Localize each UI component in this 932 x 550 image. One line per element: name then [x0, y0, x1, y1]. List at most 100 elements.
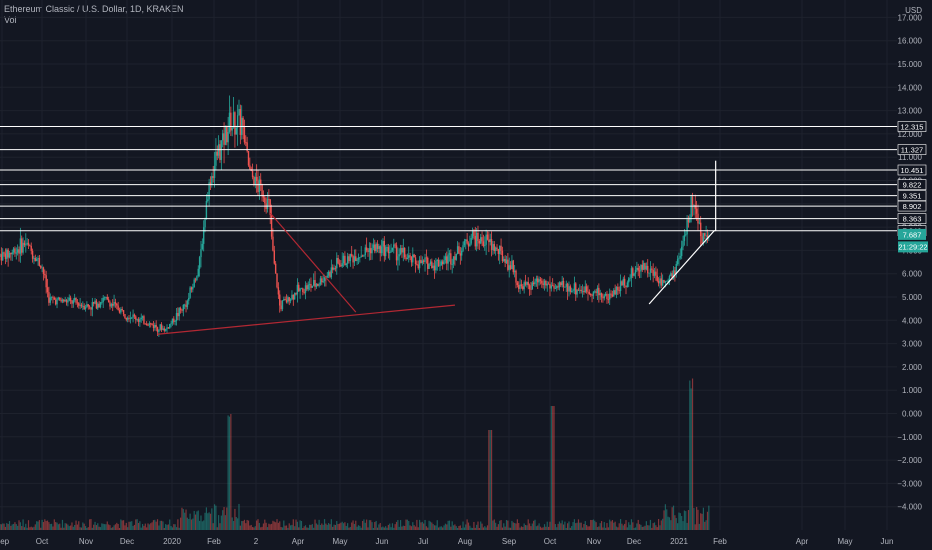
volume-bar: [190, 519, 193, 530]
volume-bar: [490, 430, 493, 530]
volume-bar: [573, 519, 576, 530]
candle-body: [11, 252, 13, 255]
candle-body: [534, 281, 536, 285]
volume-bar: [600, 521, 603, 530]
candle-body: [45, 275, 47, 288]
volume-bar: [264, 519, 266, 530]
volume-bar: [366, 519, 368, 530]
candle-body: [615, 286, 618, 295]
volume-bar: [484, 526, 486, 530]
volume-bar: [455, 526, 457, 530]
candle-body: [299, 288, 301, 292]
volume-bar: [98, 526, 100, 530]
candle-body: [530, 289, 532, 290]
candle-body: [549, 283, 551, 289]
candle-body: [56, 298, 58, 305]
volume-bar: [636, 523, 638, 530]
volume-bar: [109, 525, 111, 530]
volume-bar: [450, 526, 452, 530]
volume-bar: [361, 521, 364, 530]
candle-body: [287, 297, 289, 303]
candle-body: [83, 305, 85, 310]
volume-bar: [656, 527, 658, 530]
candle-body: [101, 302, 103, 303]
volume-bar: [265, 522, 267, 530]
volume-bar: [144, 523, 146, 530]
candle-body: [497, 249, 500, 255]
candle-body: [451, 264, 453, 266]
candle-body: [690, 196, 692, 218]
volume-bar: [114, 524, 117, 530]
trendline-red[interactable]: [269, 212, 357, 313]
candle-body: [223, 133, 225, 145]
volume-bar: [385, 526, 387, 530]
price-tick-label: 3.000: [902, 340, 923, 349]
candle-body: [370, 248, 372, 254]
volume-bar: [294, 526, 296, 530]
volume-bar: [41, 519, 43, 530]
volume-bar: [122, 520, 125, 530]
candle-body: [436, 259, 438, 262]
level-label: 9.822: [903, 181, 922, 190]
candle-body: [418, 259, 421, 269]
candle-body: [422, 260, 425, 262]
volume-bar: [68, 526, 70, 530]
candle-body: [705, 235, 707, 237]
candle-body: [446, 256, 448, 264]
candle-body: [3, 252, 5, 254]
volume-bar: [698, 523, 700, 530]
volume-bar: [348, 527, 350, 530]
volume-bar: [230, 413, 232, 530]
volume-bar: [341, 521, 343, 530]
candle-body: [12, 248, 15, 253]
volume-bar: [59, 523, 61, 530]
candle-body: [645, 265, 648, 270]
candle-body: [560, 282, 562, 286]
trendline-white[interactable]: [648, 230, 715, 305]
volume-bar: [549, 521, 551, 530]
volume-bar: [655, 525, 657, 530]
candle-body: [156, 327, 159, 332]
candle-body: [505, 259, 508, 263]
volume-bar: [156, 519, 159, 530]
candle-body: [23, 242, 26, 246]
volume-bar: [42, 522, 45, 530]
candle-body: [640, 264, 642, 272]
volume-bar: [177, 519, 179, 530]
candle-body: [367, 250, 369, 252]
volume-bar: [533, 520, 535, 530]
volume-bar: [97, 523, 99, 530]
volume-bar: [40, 527, 42, 530]
candle-body: [194, 279, 197, 281]
volume-bar: [112, 527, 114, 530]
candle-body: [420, 259, 422, 264]
volume-bar: [276, 519, 278, 530]
candle-body: [435, 261, 437, 271]
volume-bar: [46, 520, 49, 530]
volume-bar: [25, 523, 27, 530]
candle-body: [291, 294, 293, 300]
time-tick-label: Sep: [502, 537, 517, 546]
candle-body: [131, 317, 133, 319]
candle-body: [249, 165, 251, 169]
candle-body: [314, 280, 316, 287]
candle-body: [389, 251, 391, 254]
volume-bar: [454, 524, 456, 530]
volume-bar: [234, 508, 236, 530]
volume-bar: [292, 519, 294, 530]
candle-body: [266, 198, 269, 210]
volume-bar: [57, 524, 59, 530]
candle-body: [520, 284, 523, 287]
candle-body: [619, 281, 622, 292]
volume-bar: [677, 523, 679, 530]
volume-bar: [607, 527, 609, 530]
volume-bar: [567, 523, 569, 530]
volume-bar: [51, 523, 53, 530]
trendline-red[interactable]: [157, 304, 456, 335]
candle-body: [504, 258, 506, 263]
volume-bar: [391, 523, 394, 530]
volume-bar: [102, 523, 104, 530]
volume-bar: [34, 524, 36, 530]
candle-body: [312, 280, 315, 286]
